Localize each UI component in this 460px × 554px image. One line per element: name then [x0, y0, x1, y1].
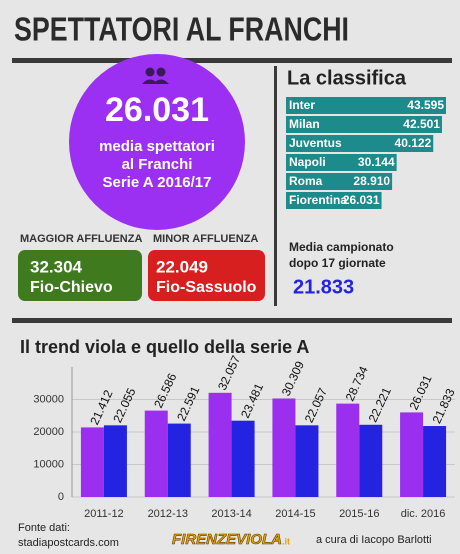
source: stadiapostcards.com — [18, 537, 119, 549]
bar — [336, 403, 360, 497]
highlight-text: Serie A 2016/17 — [103, 174, 212, 191]
highlight-circle — [69, 54, 245, 230]
ranking-title: La classifica — [287, 67, 407, 89]
min-value: 22.049 — [156, 257, 208, 276]
value-label: 43.595 — [407, 98, 444, 112]
x-tick-label: dic. 2016 — [401, 508, 446, 520]
y-tick-label: 0 — [58, 491, 64, 503]
source: Fonte dati: — [18, 522, 70, 534]
max-box — [18, 250, 142, 301]
separator — [12, 58, 452, 63]
category-label: Juventus — [289, 136, 342, 150]
separator — [274, 66, 277, 306]
bar — [286, 116, 442, 133]
category-label: Milan — [289, 117, 320, 131]
min-label: MINOR AFFLUENZA — [153, 233, 258, 245]
x-tick-label: 2012-13 — [148, 508, 188, 520]
category-label: Fiorentina — [289, 193, 347, 207]
bar — [231, 420, 255, 497]
x-tick-label: 2015-16 — [339, 508, 379, 520]
category-label: Roma — [289, 174, 323, 188]
bar — [167, 423, 191, 497]
league-text: dopo 17 giornate — [289, 256, 386, 270]
value-label: 28.910 — [353, 174, 390, 188]
value-label: 26.031 — [343, 193, 380, 207]
bar — [286, 173, 393, 190]
bar — [286, 154, 397, 171]
category-label: Inter — [289, 98, 315, 112]
bar — [359, 424, 383, 497]
bar — [286, 97, 446, 114]
bar — [286, 192, 382, 209]
bar — [103, 425, 127, 497]
logo: FIRENZEVIOLA — [172, 531, 282, 548]
bar — [80, 427, 104, 497]
x-tick-label: 2013-14 — [211, 508, 251, 520]
highlight-value: 26.031 — [105, 91, 209, 129]
min-box — [148, 250, 265, 301]
bar — [144, 410, 168, 497]
x-tick-label: 2011-12 — [84, 508, 124, 520]
bar — [423, 426, 447, 497]
league-text: Media campionato — [289, 240, 394, 254]
y-tick-label: 10000 — [33, 458, 64, 470]
page-title: SPETTATORI AL FRANCHI — [14, 11, 349, 48]
x-tick-label: 2014-15 — [275, 508, 315, 520]
value-label: 40.122 — [395, 136, 432, 150]
max-match: Fio-Chievo — [30, 279, 113, 296]
credit: a cura di Iacopo Barlotti — [316, 534, 432, 546]
people-icon — [142, 67, 169, 84]
highlight-text: media spettatori — [99, 138, 215, 155]
separator — [12, 318, 452, 323]
bar — [400, 412, 424, 497]
logo: .it — [282, 536, 290, 546]
bar — [286, 135, 434, 152]
highlight-text: al Franchi — [122, 156, 193, 173]
ranking: Inter 43.595 Milan 42.501 Juventus 40.122 Napo… — [286, 97, 446, 209]
bar — [295, 425, 319, 497]
max-value: 32.304 — [30, 257, 83, 276]
min-match: Fio-Sassuolo — [156, 279, 257, 296]
bar — [272, 398, 296, 497]
category-label: Napoli — [289, 155, 326, 169]
value-label: 42.501 — [403, 117, 440, 131]
y-tick-label: 20000 — [33, 426, 64, 438]
league-value: 21.833 — [293, 276, 354, 298]
max-label: MAGGIOR AFFLUENZA — [20, 233, 142, 245]
trend-title: Il trend viola e quello della serie A — [20, 337, 309, 357]
bar — [208, 392, 232, 497]
y-tick-label: 30000 — [33, 393, 64, 405]
value-label: 30.144 — [358, 155, 395, 169]
